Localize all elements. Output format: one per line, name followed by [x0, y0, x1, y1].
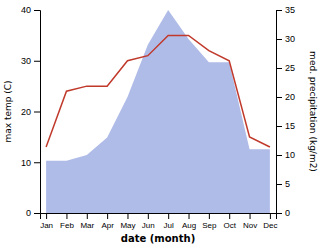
tick: May	[120, 213, 135, 230]
tick-mark	[209, 213, 210, 219]
tick: 5	[276, 179, 290, 189]
tick-mark	[34, 213, 40, 214]
tick: Jul	[164, 213, 174, 230]
tick-mark	[168, 213, 169, 219]
y2-axis: 0 5 10 15 20 25 30 35	[276, 5, 295, 218]
axis-line	[41, 214, 277, 220]
tick: 20	[21, 107, 40, 117]
tick-label: Mar	[80, 221, 94, 230]
tick: Jan	[40, 213, 53, 230]
tick-label: Jan	[40, 221, 53, 230]
y-axis-title: max temp (C)	[3, 80, 13, 142]
tick-mark	[34, 61, 40, 62]
axis-line	[277, 11, 283, 214]
chart: Jan Feb Mar Apr May Jun Jul Aug Sep Oct Nov Dec 0 10 2…	[0, 0, 318, 247]
tick: 10	[276, 150, 295, 160]
x-axis: Jan Feb Mar Apr May Jun Jul Aug Sep Oct Nov Dec	[40, 213, 277, 230]
tick-label: 35	[285, 5, 295, 15]
tick: 25	[276, 63, 295, 73]
tick-label: Sep	[202, 221, 217, 230]
tick-mark	[34, 162, 40, 163]
tick: 15	[276, 121, 295, 131]
tick-mark	[34, 10, 40, 11]
tick-label: Nov	[243, 221, 257, 230]
line	[46, 35, 270, 147]
tick-label: 15	[285, 121, 295, 131]
tick-label: Jul	[164, 221, 174, 230]
tick: Dec	[263, 213, 277, 230]
tick-mark	[46, 213, 47, 219]
tick: Oct	[223, 213, 236, 230]
tick-label: 20	[285, 92, 295, 102]
x-axis-title: date (month)	[121, 233, 195, 244]
tick: 40	[21, 5, 40, 15]
tick-mark	[66, 213, 67, 219]
tick-label: Dec	[263, 221, 277, 230]
tick-mark	[276, 126, 282, 127]
tick-mark	[250, 213, 251, 219]
tick: 10	[21, 158, 40, 168]
tick-label: 0	[26, 208, 31, 218]
tick-mark	[276, 213, 282, 214]
tick-label: 30	[285, 34, 295, 44]
tick-label: Jun	[142, 221, 155, 230]
tick-mark	[276, 97, 282, 98]
tick-label: 40	[21, 5, 31, 15]
tick: 20	[276, 92, 295, 102]
area	[46, 10, 270, 213]
tick: 30	[21, 56, 40, 66]
tick-label: Apr	[101, 221, 114, 230]
y2-axis-title: med. precipitation (kg/m2)	[308, 51, 318, 172]
tick-label: May	[120, 221, 135, 230]
tick-mark	[189, 213, 190, 219]
tick: Jun	[142, 213, 155, 230]
tick: Nov	[243, 213, 257, 230]
y-axis: 0 10 20 30 40	[21, 5, 41, 218]
tick: 0	[276, 208, 290, 218]
tick: Aug	[182, 213, 196, 230]
tick-mark	[148, 213, 149, 219]
tick-label: 5	[285, 179, 290, 189]
tick-mark	[276, 10, 282, 11]
tick: 0	[26, 208, 40, 218]
tick-mark	[229, 213, 230, 219]
tick: Sep	[202, 213, 217, 230]
tick-label: Oct	[223, 221, 236, 230]
plot: Jan Feb Mar Apr May Jun Jul Aug Sep Oct Nov Dec 0 10 2…	[21, 5, 295, 229]
tick: Mar	[80, 213, 94, 230]
tick-mark	[276, 184, 282, 185]
tick-label: Aug	[182, 221, 196, 230]
tick-mark	[127, 213, 128, 219]
tick-mark	[270, 213, 271, 219]
tick-label: 10	[285, 150, 295, 160]
tick-label: 20	[21, 107, 31, 117]
tick-mark	[87, 213, 88, 219]
tick: 30	[276, 34, 295, 44]
tick-label: 0	[285, 208, 290, 218]
tick-label: 25	[285, 63, 295, 73]
tick: 35	[276, 5, 295, 15]
marks	[46, 10, 270, 213]
tick-label: 30	[21, 56, 31, 66]
axis-line	[34, 11, 41, 214]
tick-label: 10	[21, 158, 31, 168]
tick-mark	[107, 213, 108, 219]
tick-mark	[276, 39, 282, 40]
tick: Apr	[101, 213, 114, 230]
tick-mark	[276, 155, 282, 156]
tick-label: Feb	[60, 221, 74, 230]
tick-mark	[34, 112, 40, 113]
tick: Feb	[60, 213, 74, 230]
tick-mark	[276, 68, 282, 69]
